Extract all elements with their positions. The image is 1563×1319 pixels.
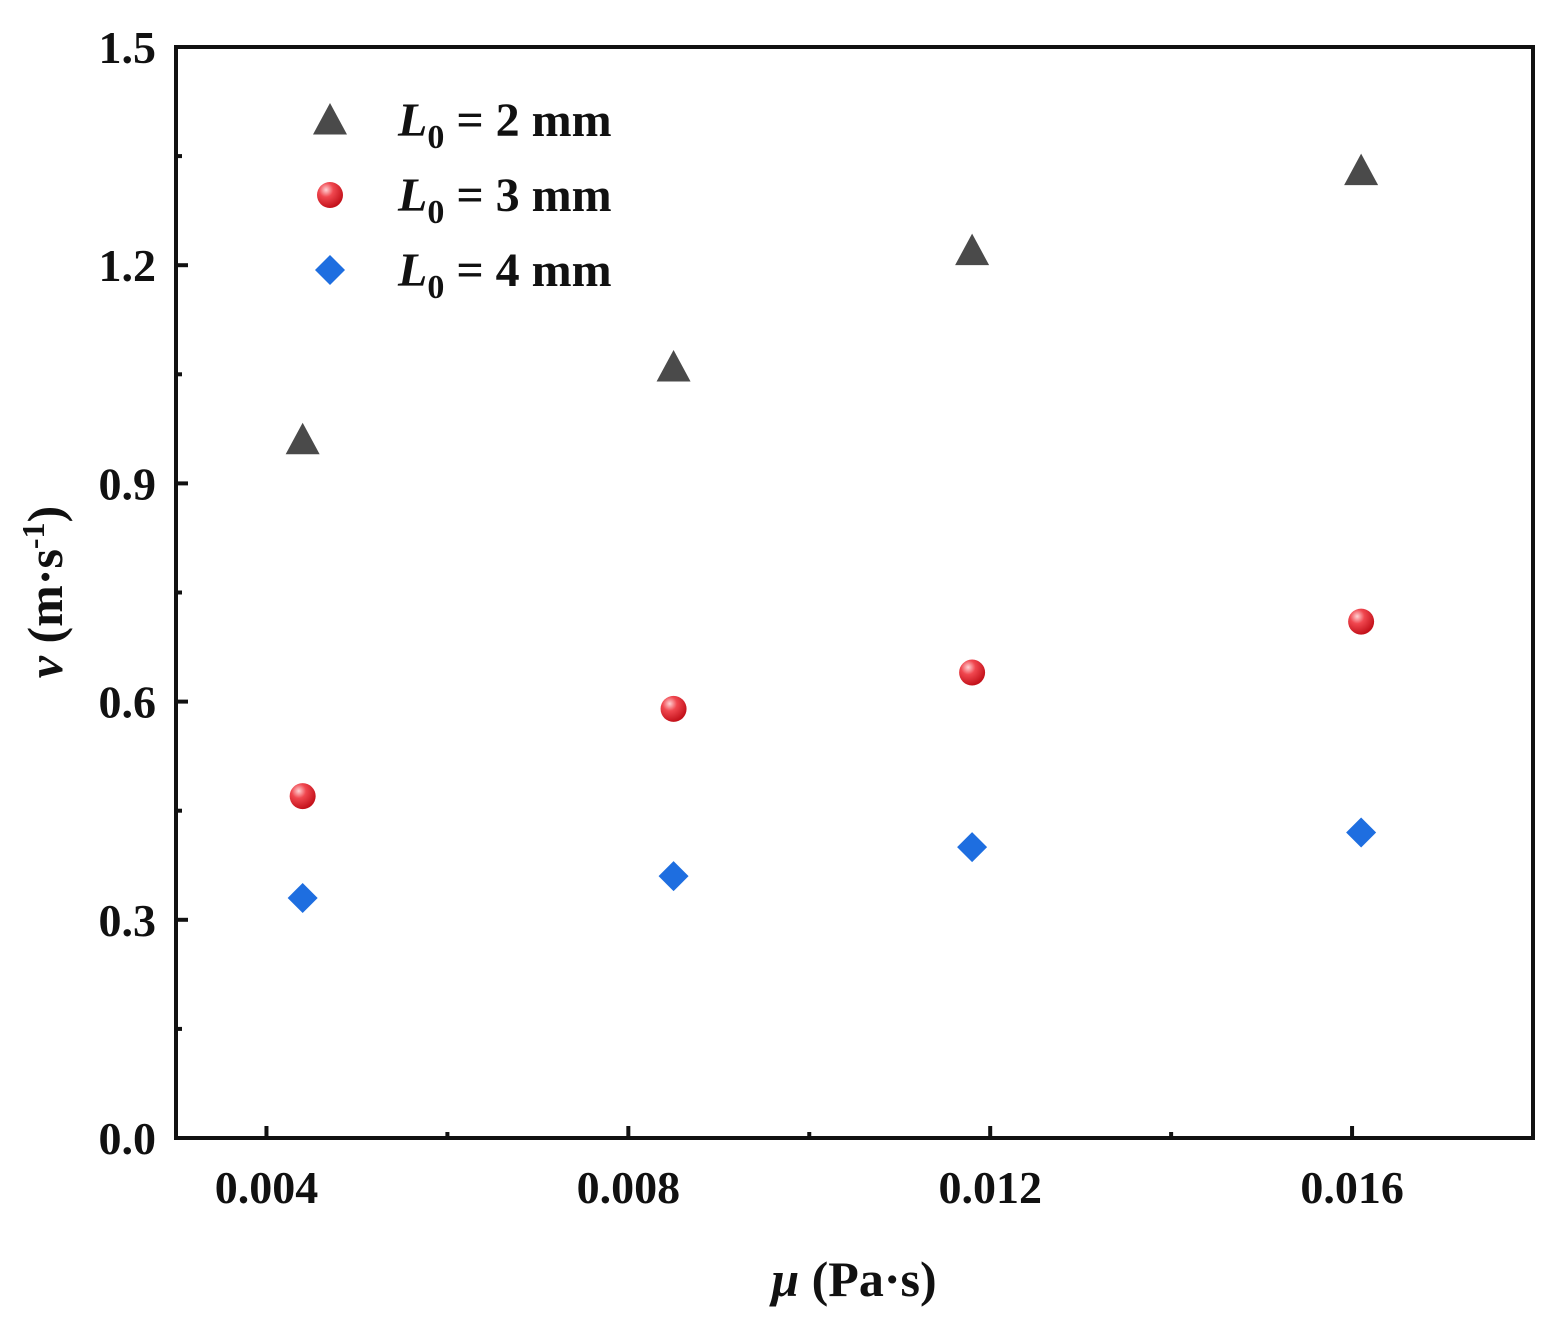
series-2-points [289, 608, 1375, 810]
series-2-point [959, 659, 986, 686]
legend-label-symbol: L [397, 94, 427, 147]
legend-label-subscript: 0 [427, 119, 444, 156]
series-2-point [289, 783, 316, 810]
y-axis-title: v (m·s-1) [15, 506, 73, 678]
plot-frame [174, 45, 1535, 1140]
legend-marker [317, 182, 343, 208]
x-tick-label: 0.012 [938, 1162, 1042, 1213]
y-tick-label: 0.3 [99, 895, 157, 946]
y-axis-unit-close: ) [17, 506, 73, 523]
series-2-point [1348, 608, 1375, 635]
legend-label-value: = 3 mm [444, 169, 611, 222]
series-1-point [285, 422, 320, 455]
legend-label-value: = 2 mm [444, 94, 611, 147]
data-points [285, 153, 1379, 913]
y-tick-label: 1.5 [99, 22, 157, 73]
axes: 0.004 0.008 0.012 0.016 0.0 0.3 0.6 0.9 1.2 1.5 [99, 22, 1404, 1213]
y-tick-label: 0.6 [99, 677, 157, 728]
legend-item: L0 = 2 mm [313, 94, 612, 156]
legend-item: L0 = 3 mm [317, 169, 612, 231]
legend-label: L0 = 2 mm [397, 94, 612, 156]
x-tick-label: 0.008 [577, 1162, 681, 1213]
y-axis-unit-superscript: -1 [15, 522, 51, 549]
legend-label-symbol: L [397, 244, 427, 297]
y-axis-unit: (m·s [17, 549, 73, 656]
x-tick-label: 0.016 [1300, 1162, 1404, 1213]
y-tick-label: 0.0 [99, 1113, 157, 1164]
series-1-point [656, 350, 691, 382]
y-tick-label: 0.9 [99, 458, 157, 509]
series-3-point [1346, 817, 1377, 848]
x-axis-unit: (Pa·s) [799, 1251, 936, 1307]
x-axis-title: μ (Pa·s) [768, 1251, 936, 1307]
x-axis-symbol: μ [768, 1251, 799, 1307]
legend-label: L0 = 4 mm [397, 244, 612, 306]
legend-label-subscript: 0 [427, 269, 444, 306]
x-tick-label: 0.004 [215, 1162, 319, 1213]
series-2-point [660, 695, 687, 722]
series-3-point [957, 832, 988, 863]
series-1-points [285, 153, 1379, 455]
y-axis-symbol: v [17, 655, 73, 678]
legend-label: L0 = 3 mm [397, 169, 612, 231]
y-tick-label: 1.2 [99, 240, 157, 291]
series-3-point [287, 882, 318, 913]
legend-label-symbol: L [397, 169, 427, 222]
legend-label-subscript: 0 [427, 194, 444, 231]
legend-item: L0 = 4 mm [315, 244, 612, 306]
series-1-point [1344, 153, 1379, 186]
legend-marker [315, 255, 345, 285]
series-3-points [287, 817, 1377, 913]
legend-marker [313, 103, 347, 135]
series-3-point [658, 861, 689, 892]
series-1-point [955, 233, 990, 266]
legend-label-value: = 4 mm [444, 244, 611, 297]
